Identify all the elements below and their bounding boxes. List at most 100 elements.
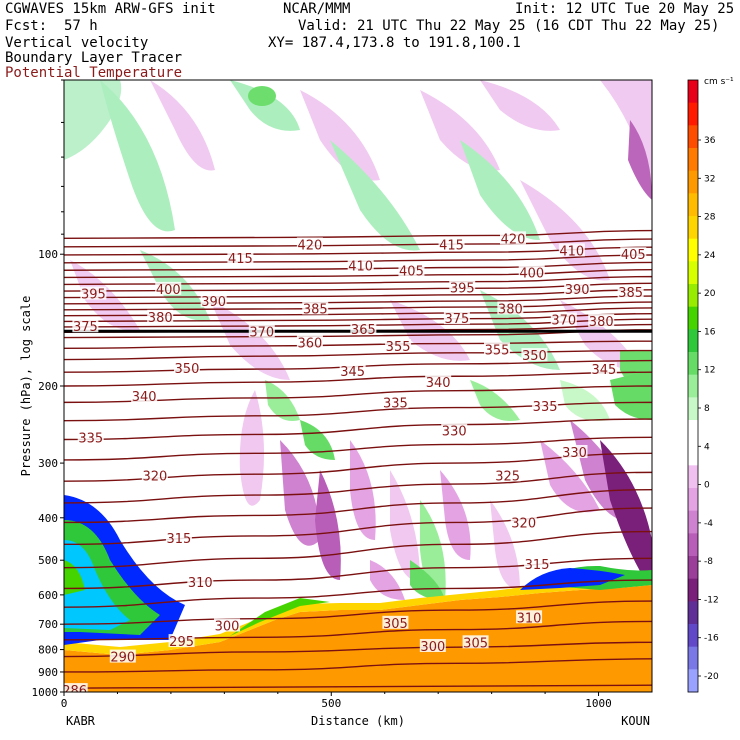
isentrope-label: 370 (551, 314, 576, 329)
colorbar-swatch (688, 420, 698, 444)
isentrope-label: 410 (559, 244, 584, 259)
isentrope-label: 335 (78, 431, 103, 446)
isentrope-line (64, 620, 652, 641)
valid-time: Valid: 21 UTC Thu 22 May 25 (16 CDT Thu … (298, 18, 720, 34)
xy-endpoints: XY= 187.4,173.8 to 191.8,100.1 (268, 35, 521, 51)
isentrope-label: 320 (142, 469, 167, 484)
isentrope-label-bg (214, 618, 241, 632)
isentrope-label-bg (173, 361, 200, 375)
isentrope-line (64, 684, 652, 689)
boundary-layer-tracer-edge (64, 578, 652, 655)
shaded-fields (64, 80, 652, 692)
colorbar-label: 16 (704, 327, 716, 337)
left-endpoint-label: KABR (66, 714, 96, 728)
isentrope-label-bg (500, 231, 527, 245)
model-title: CGWAVES 15km ARW-GFS init (5, 1, 216, 17)
forecast-hours: 57 h (64, 18, 98, 34)
isentrope-label: 330 (562, 446, 587, 461)
isentrope-line (64, 488, 652, 524)
isentrope-line (64, 641, 652, 658)
isentrope-label: 355 (386, 340, 411, 355)
isentrope-label: 380 (498, 302, 523, 317)
isentrope-label: 315 (167, 532, 192, 547)
colorbar-swatch (688, 261, 698, 285)
isentrope-label-bg (516, 610, 543, 624)
colorbar-label: 32 (704, 174, 715, 184)
y-tick-label: 300 (38, 457, 58, 470)
isentrope-label: 415 (439, 238, 464, 253)
colorbar-swatch (688, 578, 698, 602)
isentrope-label-bg (462, 635, 489, 649)
isentrope-label-bg (187, 574, 214, 588)
isentrope-label-bg (441, 423, 468, 437)
isentrope-label: 340 (132, 390, 157, 405)
colorbar-label: 4 (704, 442, 710, 452)
isentrope-label-bg (200, 294, 227, 308)
colorbar-swatch (688, 284, 698, 308)
isentrope-label-bg (443, 311, 470, 325)
colorbar-swatch (688, 80, 698, 104)
colorbar-label: -20 (704, 672, 719, 682)
isentrope-label-bg (590, 362, 617, 376)
isentrope-line (64, 385, 652, 404)
forecast-label: Fcst: (5, 18, 48, 34)
isentrope-label-bg (382, 395, 409, 409)
isentrope-label-bg (131, 389, 158, 403)
isentrope-line (64, 418, 652, 441)
isentrope-label-bg (620, 247, 647, 261)
isentrope-label: 335 (383, 396, 408, 411)
colorbar-swatch (688, 533, 698, 557)
isentrope-label-bg (398, 263, 425, 277)
isentrope-label: 405 (621, 248, 646, 263)
boundary-layer-tracer (64, 585, 652, 692)
colorbar-label: 24 (704, 251, 716, 261)
y-tick-label: 900 (38, 666, 58, 679)
isentrope-label-bg (385, 338, 412, 352)
y-axis-title: Pressure (hPa), log scale (19, 296, 33, 477)
colorbar: 36 32 28 24 20 16 12 8 4 0 -4 -8 -12 -16 -20 (687, 79, 719, 693)
isentrope-label-bg (248, 324, 275, 338)
isentrope-line (64, 340, 652, 349)
isentrope-label: 395 (81, 288, 106, 303)
isentrope-line (64, 301, 652, 311)
colorbar-label: 36 (704, 136, 716, 146)
isentrope-label-bg (561, 444, 588, 458)
isentrope-line (64, 261, 652, 271)
isentrope-label: 420 (501, 232, 526, 247)
isentrope-label-bg (449, 280, 476, 294)
isentrope-label: 300 (215, 620, 240, 635)
y-tick-label: 700 (38, 618, 58, 631)
isentrope-label: 345 (340, 365, 365, 380)
isentrope-line (64, 579, 652, 608)
field-vertical-velocity: Vertical velocity (5, 35, 149, 51)
isentrope-label-bg (77, 430, 104, 444)
y-tick-label: 100 (38, 248, 58, 261)
isentrope-label-bg (521, 348, 548, 362)
isentrope-label-bg (497, 301, 524, 315)
isentrope-label-bg (617, 285, 644, 299)
colorbar-swatch (688, 556, 698, 580)
isentrope-label: 400 (156, 283, 181, 298)
colorbar-swatch (688, 193, 698, 217)
isentrope-label-bg (141, 468, 168, 482)
colorbar-label: 28 (704, 213, 716, 223)
isentrope-label: 300 (420, 640, 445, 655)
isentrope-label-bg (518, 265, 545, 279)
colorbar-label: 0 (704, 481, 710, 491)
colorbar-frame (687, 79, 699, 693)
y-tick-label: 500 (38, 554, 58, 567)
isentrope-label: 375 (73, 320, 98, 335)
isentrope-label: 390 (565, 283, 590, 298)
y-axis: 100 200 300 400 500 600 700 800 900 1000 (32, 79, 64, 699)
isentrope-label: 286 (62, 684, 87, 699)
isentrope-label: 385 (303, 302, 328, 317)
colorbar-swatch (688, 374, 698, 398)
colorbar-swatch (688, 216, 698, 240)
isentrope-label-bg (147, 309, 174, 323)
colorbar-swatch (688, 329, 698, 353)
isentrope-line (64, 557, 652, 590)
isentrope-label-bg (558, 243, 585, 257)
isentrope-label-bg (494, 468, 521, 482)
isentrope-label-bg (109, 649, 136, 663)
y-tick-label: 600 (38, 589, 58, 602)
